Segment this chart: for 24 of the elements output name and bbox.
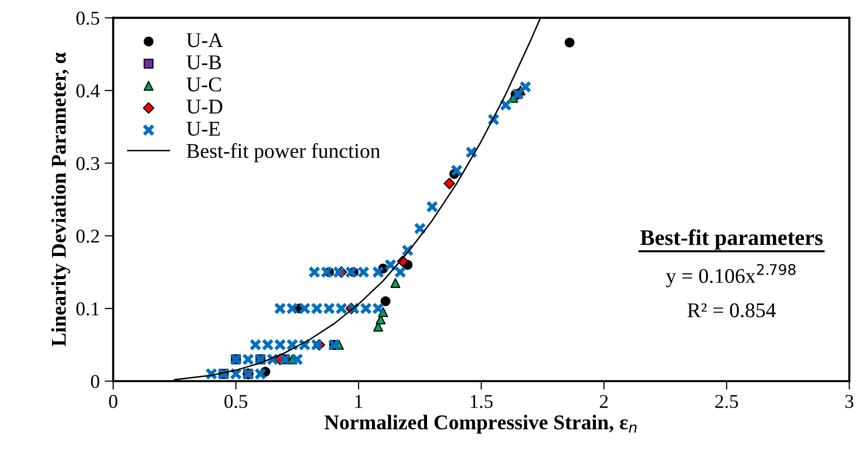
x-tick-label: 3 [845, 394, 854, 408]
legend-label: U-C [186, 77, 221, 92]
x-tick-label: 1.5 [470, 394, 493, 408]
legend-label: U-A [186, 33, 223, 48]
x-tick-label: 0.5 [224, 394, 248, 408]
y-axis-title: Linearity Deviation Parameter, α [51, 52, 70, 346]
legend-label: Best-fit power function [186, 143, 380, 162]
y-tick-label: 0.1 [76, 302, 99, 316]
x-tick-label: 2 [600, 394, 608, 408]
legend-label: U-B [186, 55, 221, 70]
y-tick-label: 0.2 [76, 230, 99, 243]
legend-label: U-E [186, 122, 220, 136]
x-axis-title: Normalized Compressive Strain, ε$_{n}$ [324, 414, 637, 434]
y-tick-label: 0 [91, 374, 100, 388]
annotation: R² = 0.854 [688, 303, 776, 318]
x-tick-label: 1 [355, 394, 362, 408]
y-tick-label: 0.3 [76, 156, 100, 170]
legend-label: U-D [186, 100, 222, 114]
annotation: Best-fit parameters [640, 229, 823, 250]
x-tick-label: 2.5 [715, 394, 738, 408]
y-tick-label: 0.4 [76, 84, 100, 98]
x-tick-label: 0 [109, 394, 118, 408]
annotation: y = 0.106x$^{2.798}$ [666, 264, 796, 288]
y-tick-label: 0.5 [76, 12, 100, 25]
